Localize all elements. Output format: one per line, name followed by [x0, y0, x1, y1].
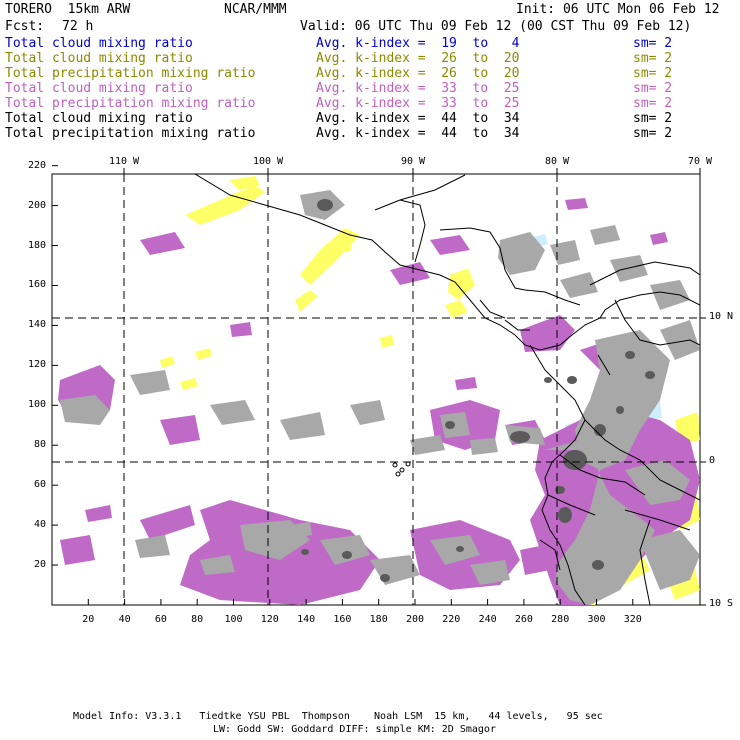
longitude-label: 70 W — [687, 156, 713, 167]
x-tick-label: 20 — [82, 614, 95, 625]
legend-smoothing: sm= 2 — [633, 111, 673, 126]
x-tick-label: 180 — [369, 614, 388, 625]
y-tick-label: 160 — [27, 279, 46, 291]
y-tick-label: 80 — [33, 439, 46, 451]
latitude-label: 10 N — [709, 311, 734, 322]
legend-smoothing: sm= 2 — [633, 66, 673, 81]
y-tick-label: 20 — [33, 559, 46, 571]
valid-time: Valid: 06 UTC Thu 09 Feb 12 (00 CST Thu … — [300, 19, 692, 34]
legend-field: Total precipitation mixing ratio — [5, 66, 256, 81]
legend-field: Total cloud mixing ratio — [5, 81, 193, 96]
coastline-borders — [194, 174, 700, 605]
center-label: NCAR/MMM — [224, 2, 287, 17]
x-tick-label: 120 — [260, 614, 279, 625]
forecast-label: Fcst: — [5, 19, 45, 34]
x-tick-label: 260 — [514, 614, 533, 625]
y-tick-label: 200 — [27, 199, 46, 211]
y-tick-label: 140 — [27, 319, 46, 331]
x-tick-label: 320 — [623, 614, 642, 625]
y-tick-label: 120 — [27, 359, 46, 371]
x-tick-label: 300 — [587, 614, 606, 625]
y-tick-label: 100 — [27, 399, 46, 411]
x-tick-label: 80 — [191, 614, 204, 625]
legend-kindex: Avg. k-index = 44 to 34 — [316, 126, 520, 141]
model-info-line: Model Info: V3.3.1 Tiedtke YSU PBL Thomp… — [73, 711, 603, 722]
longitude-label: 110 W — [108, 156, 140, 167]
latitude-label: 0 — [709, 455, 716, 466]
physics-info-line: LW: Godd SW: Goddard DIFF: simple KM: 2D… — [213, 724, 496, 735]
x-tick-label: 220 — [442, 614, 461, 625]
latitude-label: 10 S — [709, 598, 734, 609]
legend-smoothing: sm= 2 — [633, 81, 673, 96]
x-tick-label: 140 — [297, 614, 316, 625]
y-tick-label: 180 — [27, 239, 46, 251]
legend-field: Total cloud mixing ratio — [5, 51, 193, 66]
legend-kindex: Avg. k-index = 19 to 4 — [316, 36, 520, 51]
axis-ticks — [52, 165, 706, 606]
forecast-hour: 72 h — [62, 19, 94, 34]
x-tick-label: 200 — [405, 614, 425, 625]
init-time: Init: 06 UTC Mon 06 Feb 12 — [516, 2, 720, 17]
y-tick-label: 60 — [33, 479, 46, 491]
longitude-label: 80 W — [544, 156, 570, 167]
dark-cloud-core — [301, 199, 655, 582]
y-tick-label: 40 — [33, 519, 46, 531]
x-tick-label: 160 — [333, 614, 352, 625]
longitude-label: 100 W — [252, 156, 284, 167]
lat-lon-grid — [52, 174, 700, 605]
legend-field: Total cloud mixing ratio — [5, 111, 193, 126]
legend-kindex: Avg. k-index = 26 to 20 — [316, 66, 520, 81]
legend-field: Total precipitation mixing ratio — [5, 126, 256, 141]
legend-smoothing: sm= 2 — [633, 36, 673, 51]
x-tick-label: 40 — [118, 614, 131, 625]
legend-smoothing: sm= 2 — [633, 126, 673, 141]
legend-kindex: Avg. k-index = 33 to 25 — [316, 81, 520, 96]
longitude-label: 90 W — [400, 156, 426, 167]
legend-field: Total cloud mixing ratio — [5, 36, 193, 51]
x-tick-label: 60 — [154, 614, 167, 625]
x-tick-label: 280 — [551, 614, 570, 625]
legend-smoothing: sm= 2 — [633, 51, 673, 66]
legend-kindex: Avg. k-index = 26 to 20 — [316, 51, 520, 66]
x-tick-label: 100 — [224, 614, 243, 625]
legend-smoothing: sm= 2 — [633, 96, 673, 111]
legend-kindex: Avg. k-index = 33 to 25 — [316, 96, 520, 111]
x-tick-label: 240 — [478, 614, 497, 625]
legend-kindex: Avg. k-index = 44 to 34 — [316, 111, 520, 126]
model-title: TORERO 15km ARW — [5, 2, 131, 17]
y-tick-label: 220 — [27, 159, 46, 171]
legend-field: Total precipitation mixing ratio — [5, 96, 256, 111]
